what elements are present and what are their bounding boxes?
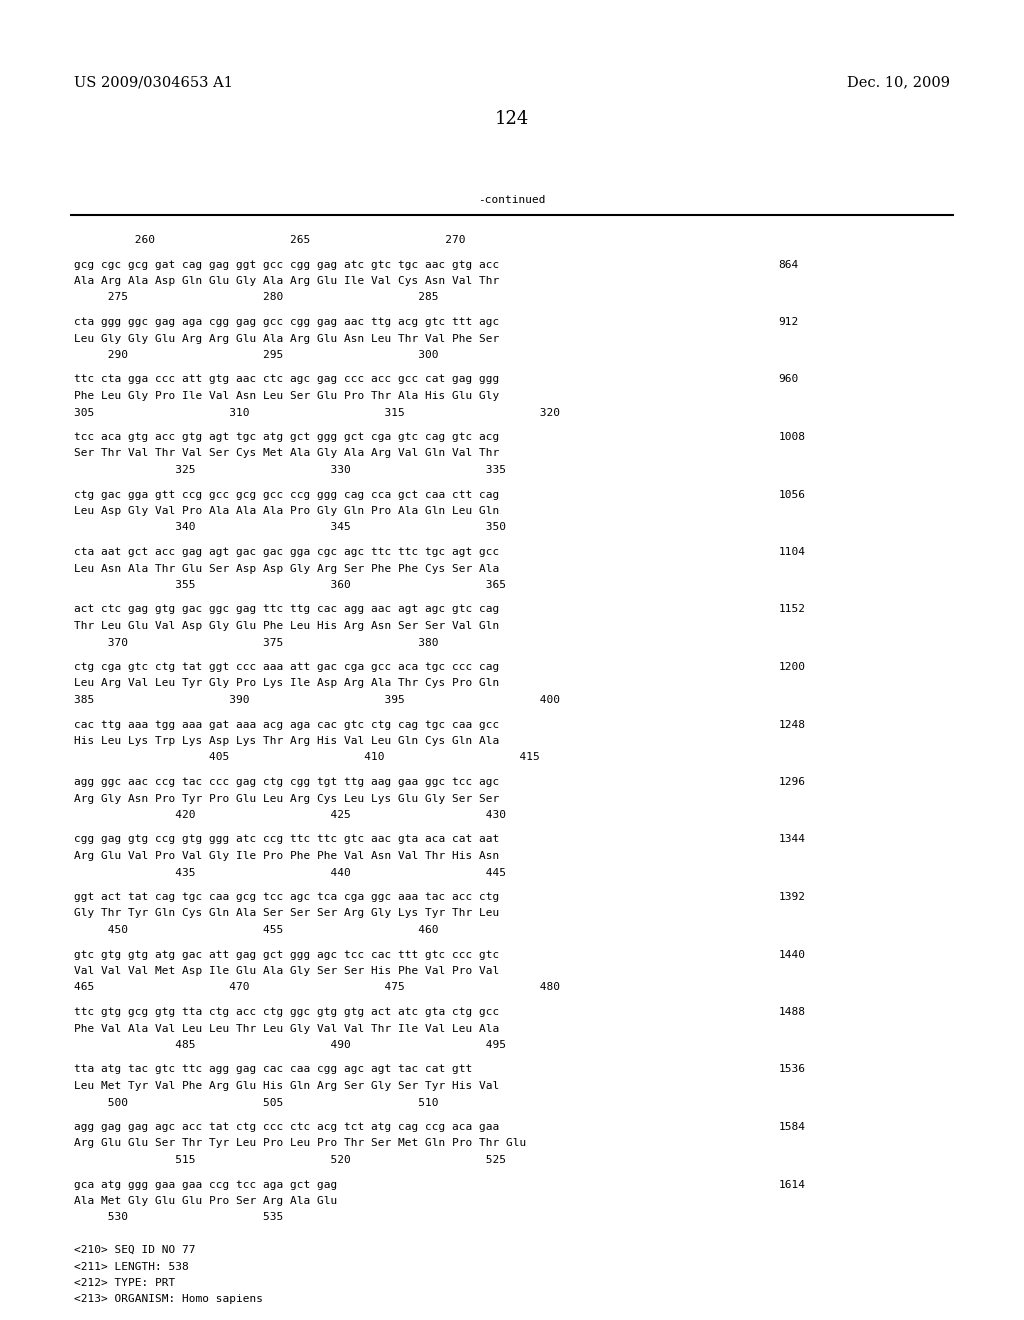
Text: ctg gac gga gtt ccg gcc gcg gcc ccg ggg cag cca gct caa ctt cag: ctg gac gga gtt ccg gcc gcg gcc ccg ggg … — [74, 490, 499, 499]
Text: 485                    490                    495: 485 490 495 — [74, 1040, 506, 1049]
Text: act ctc gag gtg gac ggc gag ttc ttg cac agg aac agt agc gtc cag: act ctc gag gtg gac ggc gag ttc ttg cac … — [74, 605, 499, 615]
Text: 1536: 1536 — [778, 1064, 805, 1074]
Text: Ala Met Gly Glu Glu Pro Ser Arg Ala Glu: Ala Met Gly Glu Glu Pro Ser Arg Ala Glu — [74, 1196, 337, 1206]
Text: 305                    310                    315                    320: 305 310 315 320 — [74, 408, 560, 417]
Text: Ala Arg Ala Asp Gln Glu Gly Ala Arg Glu Ile Val Cys Asn Val Thr: Ala Arg Ala Asp Gln Glu Gly Ala Arg Glu … — [74, 276, 499, 286]
Text: <210> SEQ ID NO 77: <210> SEQ ID NO 77 — [74, 1245, 196, 1255]
Text: 385                    390                    395                    400: 385 390 395 400 — [74, 696, 560, 705]
Text: -continued: -continued — [478, 195, 546, 205]
Text: 1344: 1344 — [778, 834, 805, 845]
Text: agg ggc aac ccg tac ccc gag ctg cgg tgt ttg aag gaa ggc tcc agc: agg ggc aac ccg tac ccc gag ctg cgg tgt … — [74, 777, 499, 787]
Text: gcg cgc gcg gat cag gag ggt gcc cgg gag atc gtc tgc aac gtg acc: gcg cgc gcg gat cag gag ggt gcc cgg gag … — [74, 260, 499, 269]
Text: 420                    425                    430: 420 425 430 — [74, 810, 506, 820]
Text: tcc aca gtg acc gtg agt tgc atg gct ggg gct cga gtc cag gtc acg: tcc aca gtg acc gtg agt tgc atg gct ggg … — [74, 432, 499, 442]
Text: tta atg tac gtc ttc agg gag cac caa cgg agc agt tac cat gtt: tta atg tac gtc ttc agg gag cac caa cgg … — [74, 1064, 472, 1074]
Text: Leu Met Tyr Val Phe Arg Glu His Gln Arg Ser Gly Ser Tyr His Val: Leu Met Tyr Val Phe Arg Glu His Gln Arg … — [74, 1081, 499, 1092]
Text: 1008: 1008 — [778, 432, 805, 442]
Text: 1152: 1152 — [778, 605, 805, 615]
Text: 960: 960 — [778, 375, 799, 384]
Text: 1614: 1614 — [778, 1180, 805, 1189]
Text: cgg gag gtg ccg gtg ggg atc ccg ttc ttc gtc aac gta aca cat aat: cgg gag gtg ccg gtg ggg atc ccg ttc ttc … — [74, 834, 499, 845]
Text: 1488: 1488 — [778, 1007, 805, 1016]
Text: ttc cta gga ccc att gtg aac ctc agc gag ccc acc gcc cat gag ggg: ttc cta gga ccc att gtg aac ctc agc gag … — [74, 375, 499, 384]
Text: US 2009/0304653 A1: US 2009/0304653 A1 — [74, 75, 232, 88]
Text: 124: 124 — [495, 110, 529, 128]
Text: Phe Leu Gly Pro Ile Val Asn Leu Ser Glu Pro Thr Ala His Glu Gly: Phe Leu Gly Pro Ile Val Asn Leu Ser Glu … — [74, 391, 499, 401]
Text: 405                    410                    415: 405 410 415 — [74, 752, 540, 763]
Text: gtc gtg gtg atg gac att gag gct ggg agc tcc cac ttt gtc ccc gtc: gtc gtg gtg atg gac att gag gct ggg agc … — [74, 949, 499, 960]
Text: 1392: 1392 — [778, 892, 805, 902]
Text: 530                    535: 530 535 — [74, 1213, 283, 1222]
Text: 340                    345                    350: 340 345 350 — [74, 523, 506, 532]
Text: agg gag gag agc acc tat ctg ccc ctc acg tct atg cag ccg aca gaa: agg gag gag agc acc tat ctg ccc ctc acg … — [74, 1122, 499, 1133]
Text: 1056: 1056 — [778, 490, 805, 499]
Text: Gly Thr Tyr Gln Cys Gln Ala Ser Ser Ser Arg Gly Lys Tyr Thr Leu: Gly Thr Tyr Gln Cys Gln Ala Ser Ser Ser … — [74, 908, 499, 919]
Text: 1104: 1104 — [778, 546, 805, 557]
Text: 912: 912 — [778, 317, 799, 327]
Text: cta aat gct acc gag agt gac gac gga cgc agc ttc ttc tgc agt gcc: cta aat gct acc gag agt gac gac gga cgc … — [74, 546, 499, 557]
Text: <213> ORGANISM: Homo sapiens: <213> ORGANISM: Homo sapiens — [74, 1295, 263, 1304]
Text: 260                    265                    270: 260 265 270 — [74, 235, 465, 246]
Text: Leu Asp Gly Val Pro Ala Ala Ala Pro Gly Gln Pro Ala Gln Leu Gln: Leu Asp Gly Val Pro Ala Ala Ala Pro Gly … — [74, 506, 499, 516]
Text: His Leu Lys Trp Lys Asp Lys Thr Arg His Val Leu Gln Cys Gln Ala: His Leu Lys Trp Lys Asp Lys Thr Arg His … — [74, 737, 499, 746]
Text: ggt act tat cag tgc caa gcg tcc agc tca cga ggc aaa tac acc ctg: ggt act tat cag tgc caa gcg tcc agc tca … — [74, 892, 499, 902]
Text: 465                    470                    475                    480: 465 470 475 480 — [74, 982, 560, 993]
Text: 500                    505                    510: 500 505 510 — [74, 1097, 438, 1107]
Text: Leu Asn Ala Thr Glu Ser Asp Asp Gly Arg Ser Phe Phe Cys Ser Ala: Leu Asn Ala Thr Glu Ser Asp Asp Gly Arg … — [74, 564, 499, 573]
Text: 290                    295                    300: 290 295 300 — [74, 350, 438, 360]
Text: 1248: 1248 — [778, 719, 805, 730]
Text: <211> LENGTH: 538: <211> LENGTH: 538 — [74, 1262, 188, 1271]
Text: 325                    330                    335: 325 330 335 — [74, 465, 506, 475]
Text: 1584: 1584 — [778, 1122, 805, 1133]
Text: 1200: 1200 — [778, 663, 805, 672]
Text: Leu Arg Val Leu Tyr Gly Pro Lys Ile Asp Arg Ala Thr Cys Pro Gln: Leu Arg Val Leu Tyr Gly Pro Lys Ile Asp … — [74, 678, 499, 689]
Text: 1296: 1296 — [778, 777, 805, 787]
Text: 450                    455                    460: 450 455 460 — [74, 925, 438, 935]
Text: <212> TYPE: PRT: <212> TYPE: PRT — [74, 1278, 175, 1288]
Text: Phe Val Ala Val Leu Leu Thr Leu Gly Val Val Thr Ile Val Leu Ala: Phe Val Ala Val Leu Leu Thr Leu Gly Val … — [74, 1023, 499, 1034]
Text: gca atg ggg gaa gaa ccg tcc aga gct gag: gca atg ggg gaa gaa ccg tcc aga gct gag — [74, 1180, 337, 1189]
Text: 370                    375                    380: 370 375 380 — [74, 638, 438, 648]
Text: 1440: 1440 — [778, 949, 805, 960]
Text: Arg Glu Val Pro Val Gly Ile Pro Phe Phe Val Asn Val Thr His Asn: Arg Glu Val Pro Val Gly Ile Pro Phe Phe … — [74, 851, 499, 861]
Text: Val Val Val Met Asp Ile Glu Ala Gly Ser Ser His Phe Val Pro Val: Val Val Val Met Asp Ile Glu Ala Gly Ser … — [74, 966, 499, 975]
Text: Ser Thr Val Thr Val Ser Cys Met Ala Gly Ala Arg Val Gln Val Thr: Ser Thr Val Thr Val Ser Cys Met Ala Gly … — [74, 449, 499, 458]
Text: Leu Gly Gly Glu Arg Arg Glu Ala Arg Glu Asn Leu Thr Val Phe Ser: Leu Gly Gly Glu Arg Arg Glu Ala Arg Glu … — [74, 334, 499, 343]
Text: Dec. 10, 2009: Dec. 10, 2009 — [847, 75, 950, 88]
Text: 864: 864 — [778, 260, 799, 269]
Text: 515                    520                    525: 515 520 525 — [74, 1155, 506, 1166]
Text: 435                    440                    445: 435 440 445 — [74, 867, 506, 878]
Text: cta ggg ggc gag aga cgg gag gcc cgg gag aac ttg acg gtc ttt agc: cta ggg ggc gag aga cgg gag gcc cgg gag … — [74, 317, 499, 327]
Text: Thr Leu Glu Val Asp Gly Glu Phe Leu His Arg Asn Ser Ser Val Gln: Thr Leu Glu Val Asp Gly Glu Phe Leu His … — [74, 620, 499, 631]
Text: 275                    280                    285: 275 280 285 — [74, 293, 438, 302]
Text: ctg cga gtc ctg tat ggt ccc aaa att gac cga gcc aca tgc ccc cag: ctg cga gtc ctg tat ggt ccc aaa att gac … — [74, 663, 499, 672]
Text: cac ttg aaa tgg aaa gat aaa acg aga cac gtc ctg cag tgc caa gcc: cac ttg aaa tgg aaa gat aaa acg aga cac … — [74, 719, 499, 730]
Text: Arg Glu Glu Ser Thr Tyr Leu Pro Leu Pro Thr Ser Met Gln Pro Thr Glu: Arg Glu Glu Ser Thr Tyr Leu Pro Leu Pro … — [74, 1138, 526, 1148]
Text: 355                    360                    365: 355 360 365 — [74, 579, 506, 590]
Text: ttc gtg gcg gtg tta ctg acc ctg ggc gtg gtg act atc gta ctg gcc: ttc gtg gcg gtg tta ctg acc ctg ggc gtg … — [74, 1007, 499, 1016]
Text: Arg Gly Asn Pro Tyr Pro Glu Leu Arg Cys Leu Lys Glu Gly Ser Ser: Arg Gly Asn Pro Tyr Pro Glu Leu Arg Cys … — [74, 793, 499, 804]
